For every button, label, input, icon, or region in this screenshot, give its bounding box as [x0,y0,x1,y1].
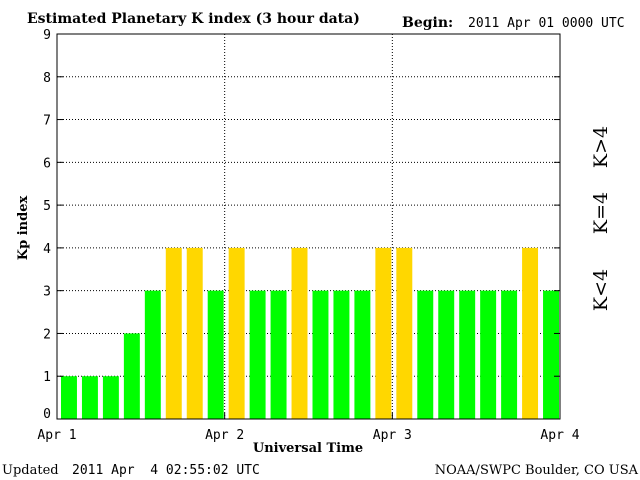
begin-value: 2011 Apr 01 0000 UTC [468,16,625,31]
updated-value: 2011 Apr 4 02:55:02 UTC [72,463,260,478]
bar-9 [249,290,266,419]
bar-3 [123,333,140,419]
bar-17 [417,290,434,419]
plot-area: 0 1 2 3 4 5 6 7 8 9 Apr 1 Apr 2 Apr 3 Apr 4 [37,28,579,443]
y-tick-label: 4 [43,242,51,257]
x-axis-label: Universal Time [253,441,363,456]
y-tick-label: 5 [43,199,51,214]
bar-12 [312,290,329,419]
y-tick-label: 7 [43,114,51,129]
bar-18 [438,290,455,419]
updated-label: Updated [2,463,59,478]
begin-label: Begin: [402,15,453,31]
bar-4 [144,290,161,419]
y-tick-label: 3 [43,285,51,300]
credit-text: NOAA/SWPC Boulder, CO USA [435,463,639,478]
bar-16 [396,247,413,419]
bar-11 [291,247,308,419]
legend-high: K>4 [590,126,612,168]
bar-1 [81,376,98,419]
x-tick-label: Apr 3 [373,428,412,443]
bar-5 [165,247,182,419]
y-tick-label: 8 [43,71,51,86]
y-tick-label: 0 [43,407,51,422]
bar-14 [354,290,371,419]
chart-title: Estimated Planetary K index (3 hour data… [27,11,360,27]
bar-20 [480,290,497,419]
y-axis-label: Kp index [16,196,31,261]
y-tick-label: 2 [43,327,51,342]
bar-10 [270,290,287,419]
x-tick-label: Apr 2 [205,428,244,443]
legend-low: K<4 [590,269,612,311]
bar-15 [375,247,392,419]
y-tick-label: 1 [43,370,51,385]
x-tick-label: Apr 1 [37,428,76,443]
y-tick-label: 6 [43,156,51,171]
bar-7 [207,290,224,419]
bar-21 [501,290,518,419]
legend-mid: K=4 [590,192,612,234]
bar-23 [543,290,559,419]
bar-2 [102,376,119,419]
plot-frame [56,33,561,420]
y-tick-label: 9 [43,28,51,43]
bar-6 [186,247,203,419]
bar-8 [228,247,245,419]
bar-13 [333,290,350,419]
bar-19 [459,290,476,419]
x-tick-label: Apr 4 [540,428,579,443]
bar-0 [61,376,77,419]
bar-22 [522,247,539,419]
